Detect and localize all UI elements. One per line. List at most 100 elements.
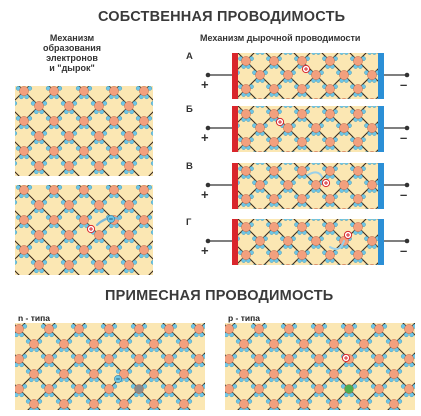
atom-nucleus xyxy=(297,194,307,204)
electron-dot xyxy=(228,244,232,248)
electron-dot xyxy=(150,161,153,166)
hole-move-arrow xyxy=(307,171,323,178)
atom-nucleus xyxy=(353,222,363,232)
electron-dot xyxy=(396,244,400,248)
electron-dot xyxy=(311,163,316,165)
electron-dot xyxy=(260,163,265,165)
atom-nucleus xyxy=(367,70,377,80)
bond-line xyxy=(386,185,400,199)
atom-nucleus xyxy=(313,98,319,99)
electron-dot xyxy=(260,219,265,221)
atom-nucleus xyxy=(297,56,307,66)
atom-nucleus xyxy=(79,86,89,96)
electron-dot xyxy=(400,188,404,192)
electron-dot xyxy=(221,57,225,61)
n-type-lattice-panel xyxy=(15,323,205,410)
crystal-lattice xyxy=(213,53,414,99)
electron-dot xyxy=(339,219,344,221)
bond-line xyxy=(400,219,414,227)
row-svg xyxy=(205,163,414,209)
electron-dot xyxy=(392,124,396,128)
atom-nucleus xyxy=(353,109,363,119)
atom-nucleus xyxy=(367,180,377,190)
atom-nucleus xyxy=(369,151,375,152)
electron-dot xyxy=(389,57,393,61)
electron-dot xyxy=(221,110,225,114)
atom-nucleus xyxy=(284,324,294,334)
atom-nucleus xyxy=(64,200,74,210)
bond-line xyxy=(386,142,400,152)
atom-nucleus xyxy=(341,98,347,99)
bond-line xyxy=(386,171,400,185)
atom-layer xyxy=(19,86,149,171)
electron-dot xyxy=(410,145,414,149)
electron-dot xyxy=(396,131,400,135)
electron-dot xyxy=(221,167,225,171)
atom-nucleus xyxy=(254,384,264,394)
hole-plus-sign xyxy=(324,181,328,185)
atom-nucleus xyxy=(49,245,59,255)
electron-dot xyxy=(288,53,293,55)
atom-nucleus xyxy=(213,56,222,65)
atom-nucleus xyxy=(34,101,44,111)
atom-nucleus xyxy=(367,236,377,246)
bond-line xyxy=(386,89,400,99)
bond-line xyxy=(15,270,20,275)
atom-nucleus xyxy=(269,399,279,409)
electron-dot xyxy=(260,53,265,55)
atom-nucleus xyxy=(269,56,279,66)
atom-nucleus xyxy=(374,354,384,364)
atom-nucleus xyxy=(139,245,149,255)
crystal-lattice xyxy=(218,163,414,209)
electron-dot xyxy=(218,230,222,234)
positive-electrode xyxy=(232,163,238,209)
bond-line xyxy=(409,404,415,410)
atom-nucleus xyxy=(353,84,363,94)
electron-dot xyxy=(400,244,404,248)
electron-dot xyxy=(410,92,414,96)
atom-nucleus xyxy=(341,264,347,265)
bond-line xyxy=(386,106,400,114)
atom-nucleus xyxy=(359,369,369,379)
positive-electrode xyxy=(232,106,238,152)
crystal-lattice xyxy=(218,219,414,265)
electron-dot xyxy=(218,174,222,178)
atom-nucleus xyxy=(325,137,335,147)
stage-letter: Б xyxy=(186,104,193,115)
lattice-svg xyxy=(15,185,153,275)
electron-dot xyxy=(392,71,396,75)
negative-electrode xyxy=(378,106,384,152)
atom-nucleus xyxy=(74,384,84,394)
atom-nucleus xyxy=(369,208,375,209)
hole-move-arrow xyxy=(329,240,345,250)
atom-nucleus xyxy=(179,339,189,349)
atom-nucleus xyxy=(89,369,99,379)
crystal-with-electrodes xyxy=(200,53,415,99)
caption-line: и "дырок" xyxy=(49,63,95,73)
atom-nucleus xyxy=(64,101,74,111)
atom-nucleus xyxy=(34,131,44,141)
atom-nucleus xyxy=(124,230,134,240)
atom-nucleus xyxy=(269,137,279,147)
atom-nucleus xyxy=(254,324,264,334)
atom-nucleus xyxy=(119,339,129,349)
electron-dot xyxy=(339,106,344,108)
atom-nucleus xyxy=(285,264,291,265)
atom-nucleus xyxy=(314,324,324,334)
atom-nucleus xyxy=(339,123,349,133)
electron-dot xyxy=(410,174,414,178)
atom-nucleus xyxy=(325,109,335,119)
atom-nucleus xyxy=(79,185,89,195)
positive-electrode xyxy=(232,219,238,265)
atom-nucleus xyxy=(139,215,149,225)
atom-nucleus xyxy=(104,324,114,334)
atom-nucleus xyxy=(149,369,159,379)
electron-dot xyxy=(400,163,404,165)
atom-nucleus xyxy=(225,354,234,364)
atom-nucleus xyxy=(297,250,307,260)
bond-line xyxy=(386,255,400,265)
atom-nucleus xyxy=(269,222,279,232)
atom-nucleus xyxy=(269,369,279,379)
atom-nucleus xyxy=(49,116,59,126)
atom-nucleus xyxy=(94,260,104,270)
